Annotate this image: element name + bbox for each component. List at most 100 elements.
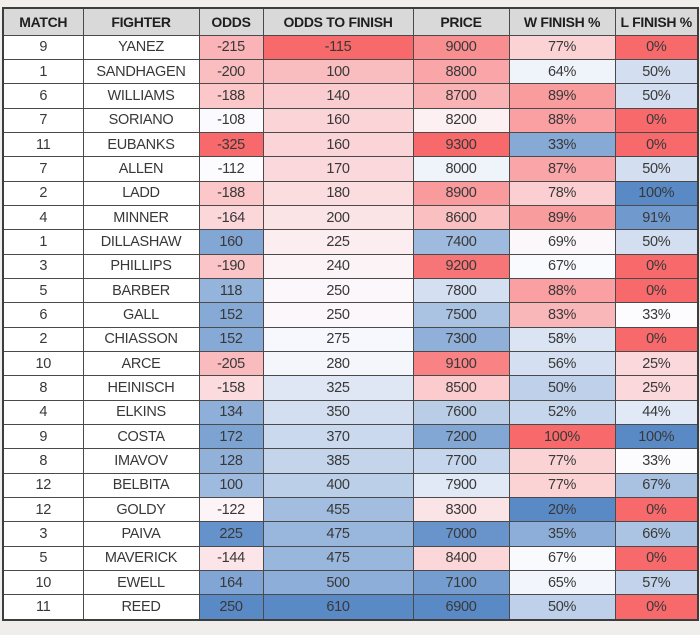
cell-price: 7900 (412, 472, 510, 499)
cell-match: 7 (2, 156, 84, 182)
table-row: 2 CHIASSON 152 275 7300 58% 0% (2, 326, 699, 352)
cell-l-finish-pct: 0% (614, 497, 699, 523)
col-header-odds-to-finish: ODDS TO FINISH (262, 7, 414, 36)
cell-match: 6 (2, 302, 84, 328)
cell-match: 10 (2, 570, 84, 596)
cell-price: 7700 (412, 448, 510, 474)
cell-match: 6 (2, 83, 84, 109)
cell-w-finish-pct: 100% (508, 423, 616, 450)
cell-odds: -122 (198, 497, 264, 523)
cell-odds-to-finish: 200 (262, 204, 414, 231)
cell-w-finish-pct: 89% (508, 83, 616, 109)
cell-fighter: EUBANKS (82, 131, 200, 158)
cell-match: 5 (2, 545, 84, 572)
cell-odds: 160 (198, 229, 264, 255)
cell-w-finish-pct: 65% (508, 570, 616, 596)
cell-fighter: ARCE (82, 350, 200, 377)
table-row: 3 PHILLIPS -190 240 9200 67% 0% (2, 253, 699, 279)
cell-odds-to-finish: 140 (262, 83, 414, 109)
cell-w-finish-pct: 87% (508, 156, 616, 182)
cell-w-finish-pct: 83% (508, 302, 616, 328)
cell-price: 7100 (412, 570, 510, 596)
table-row: 9 YANEZ -215 -115 9000 77% 0% (2, 34, 699, 60)
cell-odds: 250 (198, 594, 264, 621)
table-row: 4 ELKINS 134 350 7600 52% 44% (2, 399, 699, 426)
cell-fighter: ELKINS (82, 399, 200, 426)
table-row: 1 SANDHAGEN -200 100 8800 64% 50% (2, 58, 699, 85)
table-row: 7 ALLEN -112 170 8000 87% 50% (2, 156, 699, 182)
cell-match: 12 (2, 497, 84, 523)
col-header-fighter: FIGHTER (82, 7, 200, 36)
cell-odds: -144 (198, 545, 264, 572)
cell-w-finish-pct: 35% (508, 521, 616, 547)
table-row: 5 MAVERICK -144 475 8400 67% 0% (2, 545, 699, 572)
cell-w-finish-pct: 88% (508, 107, 616, 133)
cell-w-finish-pct: 77% (508, 448, 616, 474)
cell-odds-to-finish: 475 (262, 521, 414, 547)
cell-price: 7000 (412, 521, 510, 547)
cell-odds-to-finish: 160 (262, 107, 414, 133)
cell-match: 12 (2, 472, 84, 499)
table-row: 3 PAIVA 225 475 7000 35% 66% (2, 521, 699, 547)
cell-price: 8600 (412, 204, 510, 231)
cell-match: 2 (2, 180, 84, 206)
cell-match: 5 (2, 277, 84, 304)
cell-odds-to-finish: -115 (262, 34, 414, 60)
cell-l-finish-pct: 0% (614, 131, 699, 158)
cell-price: 9100 (412, 350, 510, 377)
cell-price: 8000 (412, 156, 510, 182)
table-row: 2 LADD -188 180 8900 78% 100% (2, 180, 699, 206)
cell-price: 7200 (412, 423, 510, 450)
cell-l-finish-pct: 44% (614, 399, 699, 426)
cell-fighter: WILLIAMS (82, 83, 200, 109)
cell-l-finish-pct: 0% (614, 545, 699, 572)
cell-odds: -200 (198, 58, 264, 85)
table-row: 8 IMAVOV 128 385 7700 77% 33% (2, 448, 699, 474)
cell-fighter: COSTA (82, 423, 200, 450)
cell-fighter: ALLEN (82, 156, 200, 182)
cell-odds-to-finish: 225 (262, 229, 414, 255)
cell-odds-to-finish: 370 (262, 423, 414, 450)
table-container: MATCH FIGHTER ODDS ODDS TO FINISH PRICE … (2, 7, 699, 621)
cell-price: 8500 (412, 375, 510, 401)
table-row: 12 GOLDY -122 455 8300 20% 0% (2, 497, 699, 523)
cell-w-finish-pct: 33% (508, 131, 616, 158)
cell-l-finish-pct: 0% (614, 107, 699, 133)
cell-fighter: BARBER (82, 277, 200, 304)
cell-price: 8700 (412, 83, 510, 109)
cell-l-finish-pct: 50% (614, 83, 699, 109)
cell-w-finish-pct: 89% (508, 204, 616, 231)
cell-odds-to-finish: 610 (262, 594, 414, 621)
cell-w-finish-pct: 52% (508, 399, 616, 426)
cell-odds: 128 (198, 448, 264, 474)
cell-price: 8200 (412, 107, 510, 133)
cell-match: 9 (2, 423, 84, 450)
cell-fighter: EWELL (82, 570, 200, 596)
cell-odds-to-finish: 385 (262, 448, 414, 474)
cell-odds: 225 (198, 521, 264, 547)
cell-w-finish-pct: 69% (508, 229, 616, 255)
cell-l-finish-pct: 25% (614, 350, 699, 377)
cell-odds: -108 (198, 107, 264, 133)
table-row: 8 HEINISCH -158 325 8500 50% 25% (2, 375, 699, 401)
cell-match: 9 (2, 34, 84, 60)
fighter-odds-table: MATCH FIGHTER ODDS ODDS TO FINISH PRICE … (2, 7, 699, 621)
cell-l-finish-pct: 67% (614, 472, 699, 499)
cell-price: 8400 (412, 545, 510, 572)
cell-odds: -188 (198, 83, 264, 109)
cell-w-finish-pct: 78% (508, 180, 616, 206)
table-row: 5 BARBER 118 250 7800 88% 0% (2, 277, 699, 304)
cell-l-finish-pct: 25% (614, 375, 699, 401)
cell-price: 8300 (412, 497, 510, 523)
col-header-l-finish-pct: L FINISH % (614, 7, 699, 36)
cell-odds: 118 (198, 277, 264, 304)
cell-fighter: YANEZ (82, 34, 200, 60)
cell-odds: -164 (198, 204, 264, 231)
cell-odds-to-finish: 475 (262, 545, 414, 572)
cell-w-finish-pct: 77% (508, 472, 616, 499)
cell-odds-to-finish: 455 (262, 497, 414, 523)
table-row: 4 MINNER -164 200 8600 89% 91% (2, 204, 699, 231)
cell-match: 3 (2, 253, 84, 279)
table-row: 10 EWELL 164 500 7100 65% 57% (2, 570, 699, 596)
cell-w-finish-pct: 77% (508, 34, 616, 60)
